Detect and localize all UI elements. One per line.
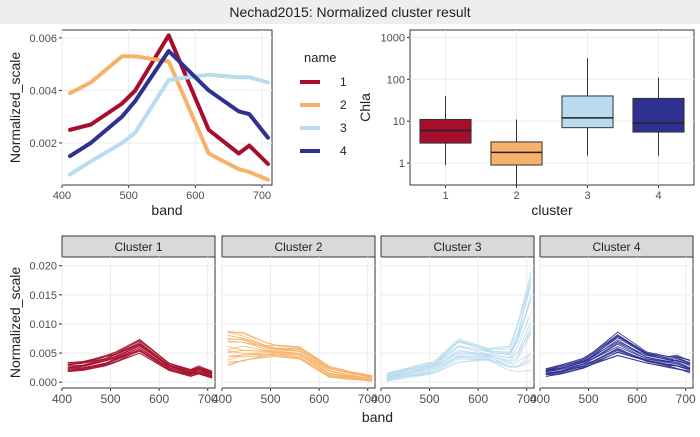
legend-label-2: 2	[340, 98, 347, 112]
series-line-3	[68, 72, 270, 177]
x-tick-label: 500	[119, 190, 137, 202]
series-line-4	[68, 49, 270, 159]
spectrum-line	[67, 338, 213, 372]
facet-panel	[380, 256, 535, 389]
spectrum-line	[545, 349, 691, 375]
y-tick-label: 100	[387, 74, 405, 86]
facet-title: Cluster 1	[114, 240, 162, 254]
x-tick-label: 400	[212, 392, 232, 406]
spectrum-line	[545, 335, 691, 371]
x-tick-label: 600	[309, 392, 329, 406]
x-tick-label: 700	[358, 392, 378, 406]
x-tick-label: 500	[420, 392, 440, 406]
title-bar	[0, 0, 700, 24]
x-tick-label: 1	[442, 190, 448, 202]
y-tick-label: 0.000	[29, 377, 57, 389]
cluster-facets: Cluster 1 400 500 600 700 Cluster 2 400 500 600 7…	[7, 235, 696, 425]
x-tick-label: 700	[253, 190, 271, 202]
x-axis-label: band	[151, 202, 182, 218]
spectrum-line	[386, 312, 532, 378]
x-tick-label: 600	[627, 392, 647, 406]
x-tick-label: 4	[655, 190, 661, 202]
x-tick-label: 400	[371, 392, 391, 406]
spectrum-line	[545, 346, 691, 373]
box-4	[632, 97, 685, 133]
chla-boxplot: 1 10 100 1000 1 2 3 4 cluster Chla	[357, 29, 695, 218]
x-tick-label: 700	[676, 392, 696, 406]
spectrum-line	[545, 348, 691, 375]
spectrum-line	[545, 331, 691, 370]
x-axis-label: band	[362, 409, 393, 425]
y-tick-label: 1	[399, 158, 405, 170]
y-tick-label: 0.015	[29, 290, 57, 302]
series-line-2	[68, 54, 270, 182]
x-tick-label: 500	[261, 392, 281, 406]
x-tick-label: 500	[101, 392, 121, 406]
spectrum-line	[67, 341, 213, 373]
x-tick-label: 2	[513, 190, 519, 202]
series-line-1	[68, 33, 270, 166]
x-tick-label: 600	[186, 190, 204, 202]
spectrum-line	[386, 359, 532, 382]
spectrum-line	[227, 331, 373, 377]
spectrum-line	[67, 346, 213, 377]
legend-label-1: 1	[340, 75, 347, 89]
x-axis-label: cluster	[531, 202, 573, 218]
y-tick-label: 0.006	[29, 33, 57, 45]
spectrum-line	[386, 332, 532, 380]
box-3	[561, 95, 614, 129]
y-tick-label: 0.010	[29, 319, 57, 331]
spectrum-line	[545, 343, 691, 374]
facet-panel	[221, 256, 376, 389]
x-tick-label: 3	[584, 190, 590, 202]
x-tick-label: 700	[198, 392, 218, 406]
y-axis-label: Normalized_scale	[7, 52, 23, 163]
facet-title: Cluster 4	[592, 240, 640, 254]
spectrum-line	[386, 284, 532, 374]
x-tick-label: 400	[530, 392, 550, 406]
x-tick-label: 400	[52, 392, 72, 406]
figure-title: Nechad2015: Normalized cluster result	[229, 4, 470, 20]
spectrum-line	[227, 330, 373, 377]
facet-title: Cluster 3	[433, 240, 481, 254]
x-tick-label: 600	[468, 392, 488, 406]
x-tick-label: 600	[149, 392, 169, 406]
facet-panel	[61, 256, 216, 389]
y-axis-label: Normalized_scale	[7, 267, 23, 378]
legend-label-3: 3	[340, 121, 347, 135]
y-tick-label: 0.005	[29, 348, 57, 360]
y-tick-label: 0.004	[29, 85, 57, 97]
spectrum-line	[386, 354, 532, 380]
x-tick-label: 700	[517, 392, 537, 406]
legend-label-4: 4	[340, 144, 347, 158]
box-1	[419, 118, 472, 144]
y-tick-label: 1000	[381, 32, 405, 44]
spectrum-line	[386, 272, 532, 374]
x-tick-label: 400	[53, 190, 71, 202]
spectra-line-chart: 400 500 600 700 0.002 0.004 0.006 band Normalize…	[7, 29, 347, 218]
facet-title: Cluster 2	[274, 240, 322, 254]
y-tick-label: 10	[393, 116, 405, 128]
y-axis-label: Chla	[357, 93, 373, 122]
legend-title: name	[304, 50, 337, 65]
y-tick-label: 0.002	[29, 138, 57, 150]
y-tick-label: 0.020	[29, 261, 57, 273]
box-2	[490, 141, 543, 166]
x-tick-label: 500	[579, 392, 599, 406]
spectrum-line	[545, 351, 691, 376]
